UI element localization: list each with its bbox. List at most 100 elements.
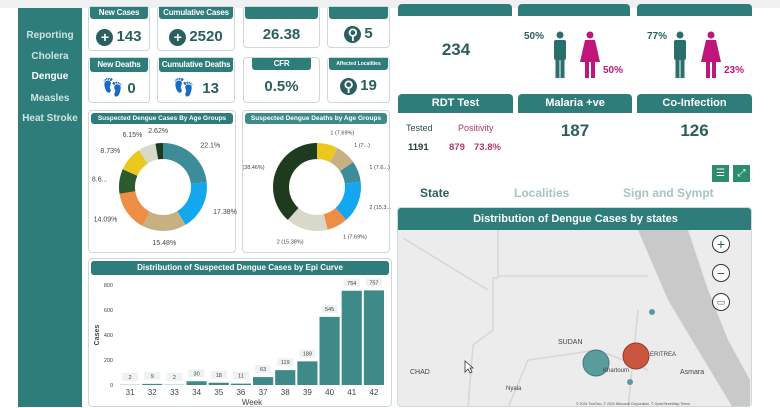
tab-state[interactable]: State: [420, 186, 449, 200]
x-tick-label: 39: [303, 388, 312, 397]
top-value: 234: [398, 40, 514, 60]
slice-label: 5 (38.46%): [243, 165, 265, 171]
state-bubble[interactable]: [623, 343, 649, 369]
malaria-value: 187: [518, 121, 632, 141]
x-tick-label: 37: [259, 388, 268, 397]
bar[interactable]: [320, 317, 340, 385]
select-region-icon[interactable]: ▭: [712, 293, 730, 311]
bar[interactable]: [275, 370, 295, 385]
footprints-icon: 👣: [102, 78, 123, 97]
female-icon: [699, 31, 723, 79]
coinfection-header: Co-Infection: [637, 94, 752, 113]
rdt-tested-value: 1191: [408, 142, 429, 153]
bar[interactable]: [364, 290, 384, 385]
y-axis-label: Cases: [94, 325, 101, 346]
cases-by-gender-header: [518, 4, 630, 16]
data-label: 754: [347, 281, 356, 287]
slice-label: 6.15%: [123, 132, 143, 139]
deaths-age-donut[interactable]: 1 (7.69%)1 (7...)1 (7.6...)2 (15.3...)1 …: [243, 125, 391, 253]
bar[interactable]: [142, 384, 162, 385]
state-bubble[interactable]: [649, 309, 655, 315]
x-tick-label: 32: [148, 388, 157, 397]
slice-label: 2.62%: [148, 128, 168, 135]
slice-label: 17.38%: [213, 209, 237, 216]
slice-label: 22.1%: [200, 142, 220, 149]
deaths-male-pct: 77%: [647, 31, 667, 42]
map-label: Khartoum: [603, 368, 629, 374]
map-attribution: © 2024 TomTom, © 2024 Microsoft Corporat…: [576, 402, 690, 406]
kpi-cfr: CFR 0.5%: [243, 57, 320, 103]
kpi-label: New Deaths: [90, 58, 148, 72]
kpi-label: Affected Localities: [329, 58, 388, 70]
zoom-out-icon[interactable]: −: [712, 264, 730, 282]
slice-label: 8.73%: [100, 148, 120, 155]
data-label: 2: [129, 375, 132, 381]
kpi-value: 26.38: [244, 26, 319, 43]
kpi-label: [245, 7, 318, 19]
cases-female-pct: 50%: [603, 65, 623, 76]
map-label: CHAD: [410, 369, 430, 376]
data-label: 119: [281, 360, 290, 366]
kpi-new-deaths: New Deaths 👣0: [88, 57, 150, 103]
map-label: Nyala: [506, 386, 522, 392]
rdt-positivity-label: Positivity: [458, 123, 494, 133]
x-tick-label: 36: [236, 388, 245, 397]
donut-slice[interactable]: [142, 211, 185, 231]
kpi-affected-localities: Affected Localities ⚲19: [327, 57, 390, 103]
donut-slice[interactable]: [177, 182, 207, 225]
state-bubble[interactable]: [627, 379, 633, 385]
kpi-3: 26.38: [243, 6, 320, 48]
cases-male-pct: 50%: [524, 31, 544, 42]
sidebar-item-heat-stroke[interactable]: Heat Stroke: [18, 113, 82, 124]
tab-sign-and-symptoms[interactable]: Sign and Sympt: [623, 186, 714, 200]
x-tick-label: 40: [325, 388, 334, 397]
top-header-1: [398, 4, 512, 16]
sidebar-item-cholera[interactable]: Cholera: [18, 51, 82, 62]
chart-title: Suspected Dengue Cases By Age Groups: [91, 113, 233, 124]
kpi-value: 143: [116, 28, 141, 45]
map-title: Distribution of Dengue Cases by states: [398, 208, 752, 230]
bar[interactable]: [209, 383, 229, 385]
donut-slice[interactable]: [273, 143, 317, 220]
sidebar-item-measles[interactable]: Measles: [18, 93, 82, 104]
map[interactable]: SUDAN CHAD ERITREA Asmara Khartoum Nyala…: [398, 230, 752, 407]
y-tick-label: 800: [104, 283, 113, 289]
kpi-value: 2520: [189, 28, 222, 45]
kpi-label: Cumulative Cases: [159, 7, 233, 19]
rdt-header: RDT Test: [398, 94, 513, 113]
data-label: 30: [194, 371, 200, 377]
tab-localities[interactable]: Localities: [514, 186, 569, 200]
x-tick-label: 33: [170, 388, 179, 397]
map-label: SUDAN: [558, 339, 583, 346]
focus-mode-icon[interactable]: ⤢: [733, 165, 750, 182]
male-icon: [550, 31, 570, 79]
bar[interactable]: [231, 384, 251, 385]
bar[interactable]: [297, 361, 317, 385]
kpi-label: Cumulative Deaths: [159, 58, 233, 72]
x-tick-label: 31: [126, 388, 135, 397]
bar[interactable]: [187, 381, 207, 385]
kpi-value: 0.5%: [244, 78, 319, 95]
female-icon: [578, 31, 602, 79]
y-tick-label: 600: [104, 308, 113, 314]
slice-label: 14.09%: [94, 216, 118, 223]
bar[interactable]: [342, 291, 362, 385]
male-icon: [670, 31, 690, 79]
zoom-in-icon[interactable]: +: [712, 235, 730, 253]
bar[interactable]: [253, 377, 273, 385]
epi-curve-chart[interactable]: 0200400600800Cases2319322333034183511366…: [89, 275, 393, 408]
sidebar-item-dengue[interactable]: Dengue: [18, 71, 82, 82]
kpi-label: New Cases: [90, 7, 148, 19]
kpi-4: ⚲5: [327, 6, 390, 48]
sidebar-item-reporting[interactable]: Reporting: [18, 30, 82, 41]
slice-label: 15.48%: [152, 240, 176, 247]
cases-age-donut[interactable]: 22.1%17.38%15.48%14.09%8.6...8.73%6.15%2…: [89, 125, 237, 253]
x-tick-label: 42: [369, 388, 378, 397]
filter-icon[interactable]: ☰: [712, 165, 729, 182]
kpi-label: CFR: [252, 58, 311, 70]
slice-label: 2 (15.3...): [369, 205, 391, 211]
mouse-cursor-icon: [464, 360, 474, 374]
data-label: 189: [303, 351, 312, 357]
y-tick-label: 200: [104, 358, 113, 364]
kpi-value: 13: [202, 80, 219, 97]
